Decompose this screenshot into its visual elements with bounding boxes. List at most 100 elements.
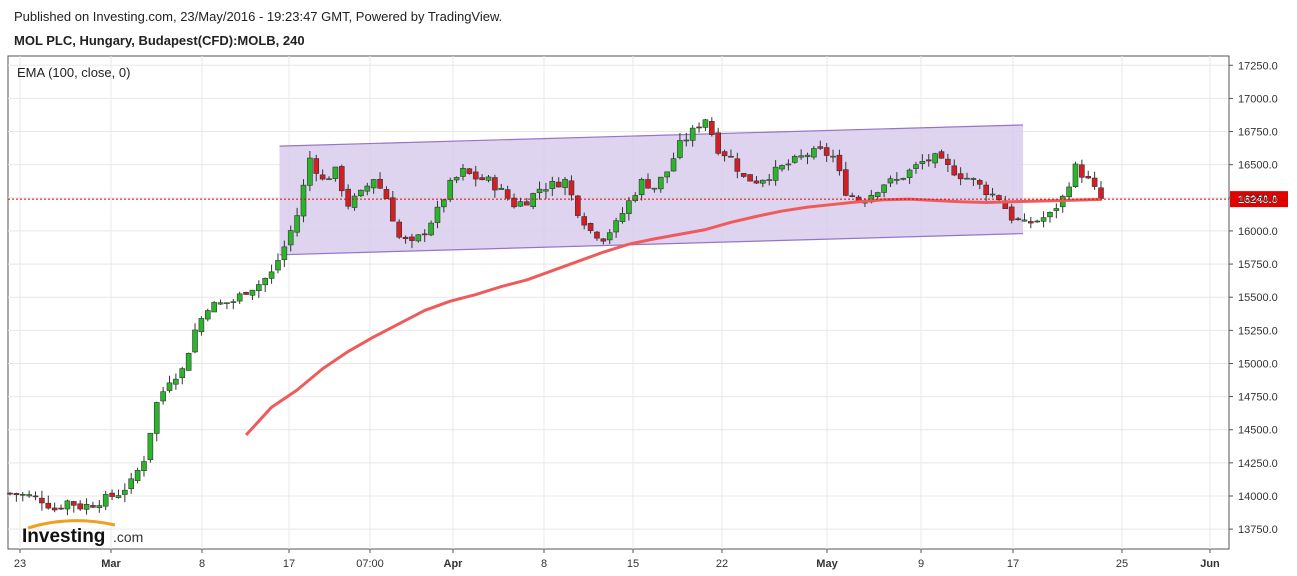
candle-down: [645, 179, 651, 189]
candle-up: [141, 461, 147, 472]
candlestick-series: [7, 117, 1104, 516]
candle-up: [830, 155, 836, 158]
channel-drawing[interactable]: [279, 124, 1024, 256]
candle-up: [887, 178, 894, 184]
x-tick-label: Apr: [444, 558, 464, 570]
y-tick-label: 14750.0: [1238, 392, 1278, 404]
candle-up: [128, 478, 135, 490]
y-tick-label: 16000.0: [1238, 226, 1278, 238]
candle-down: [728, 155, 734, 158]
candle-up: [798, 155, 804, 158]
published-info: Published on Investing.com, 23/May/2016 …: [14, 9, 503, 24]
candle-down: [511, 197, 517, 208]
candle-up: [147, 432, 154, 461]
candle-down: [983, 184, 989, 196]
x-tick-label: 17: [1007, 558, 1019, 570]
x-tick-label: 23: [14, 558, 26, 570]
x-tick-label: 8: [199, 558, 205, 570]
y-tick-label: 15750.0: [1238, 259, 1278, 271]
candle-up: [185, 352, 192, 371]
candle-up: [638, 179, 645, 196]
candle-up: [256, 284, 262, 291]
candle-down: [721, 151, 728, 157]
candle-up: [913, 164, 919, 169]
candle-up: [102, 494, 109, 507]
candle-down: [523, 201, 530, 206]
channel-fill: [279, 124, 1024, 255]
candle-up: [428, 222, 434, 236]
candle-down: [945, 158, 951, 165]
candle-down: [594, 231, 600, 239]
candle-up: [453, 177, 460, 181]
candle-down: [319, 174, 326, 180]
candle-up: [64, 500, 71, 510]
candle-up: [26, 494, 32, 497]
candle-up: [900, 177, 907, 180]
candle-up: [268, 271, 275, 279]
candle-down: [753, 180, 760, 184]
candle-up: [543, 189, 549, 192]
candle-up: [153, 402, 160, 434]
candle-up: [294, 215, 300, 233]
time-axis[interactable]: 23 Mar 8 17 07:00 Apr 8 15 22 May 9 17 25 Jun: [14, 549, 1220, 570]
y-tick-label: 16750.0: [1238, 127, 1278, 139]
y-tick-label: 16500.0: [1238, 160, 1278, 172]
x-tick-label: 9: [918, 558, 924, 570]
channel-lower-line: [279, 232, 1024, 256]
y-tick-label: 15500.0: [1238, 292, 1278, 304]
candle-up: [689, 127, 696, 141]
candle-up: [326, 178, 332, 181]
candle-down: [492, 177, 498, 191]
candle-up: [1040, 217, 1047, 222]
x-tick-label: 07:00: [356, 558, 384, 570]
logo-brand: Investing: [22, 526, 105, 547]
candle-up: [1021, 219, 1028, 222]
candle-up: [791, 156, 798, 163]
candle-down: [243, 292, 249, 295]
candle-up: [115, 495, 122, 498]
candle-down: [504, 189, 511, 199]
candle-up: [619, 213, 626, 222]
candle-down: [402, 236, 409, 240]
candle-up: [415, 234, 422, 242]
x-tick-label: May: [816, 558, 838, 570]
candle-up: [275, 260, 281, 271]
candle-down: [836, 154, 843, 172]
last-price-label: 16240.0: [1238, 194, 1278, 206]
candle-up: [485, 176, 492, 181]
candle-down: [600, 238, 607, 242]
candle-down: [842, 169, 849, 196]
candle-up: [811, 148, 817, 158]
candle-up: [204, 310, 211, 320]
candle-up: [166, 382, 173, 391]
candle-down: [338, 166, 345, 192]
channel-upper-line: [279, 124, 1024, 147]
candle-down: [1008, 206, 1015, 221]
candle-up: [19, 493, 26, 496]
candle-up: [677, 140, 683, 158]
candle-up: [160, 391, 166, 402]
candle-up: [1072, 163, 1079, 187]
candle-down: [13, 493, 20, 496]
candle-down: [696, 126, 702, 129]
price-axis[interactable]: 13750.0 14000.0 14250.0 14500.0 14750.0 15000…: [1229, 60, 1278, 536]
candle-up: [874, 192, 881, 197]
y-tick-label: 15000.0: [1238, 358, 1278, 370]
candle-down: [976, 180, 983, 185]
candle-up: [906, 169, 913, 178]
candle-up: [447, 179, 454, 200]
candle-up: [230, 301, 237, 303]
logo-suffix: .com: [113, 529, 143, 545]
candle-down: [90, 505, 96, 508]
candle-down: [7, 492, 13, 495]
chart-pane[interactable]: [7, 55, 1230, 550]
candle-down: [740, 173, 747, 177]
candle-up: [702, 119, 709, 128]
ema-legend[interactable]: EMA (100, close, 0): [17, 65, 130, 80]
candle-up: [894, 179, 900, 181]
y-tick-label: 16250.0: [1238, 193, 1278, 205]
candle-up: [281, 246, 288, 260]
candle-up: [441, 199, 447, 208]
candle-up: [760, 179, 766, 184]
